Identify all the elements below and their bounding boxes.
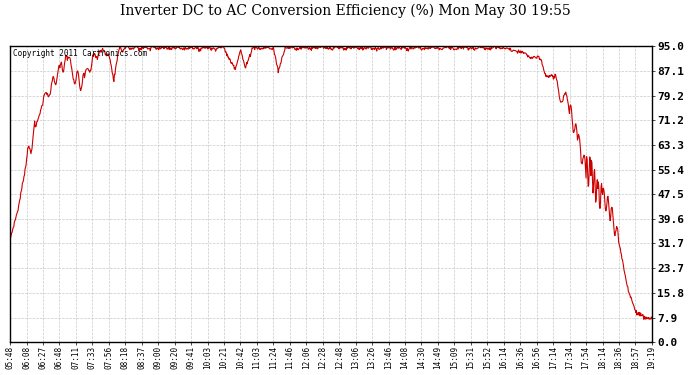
Text: Inverter DC to AC Conversion Efficiency (%) Mon May 30 19:55: Inverter DC to AC Conversion Efficiency …: [119, 4, 571, 18]
Text: Copyright 2011 Cartronics.com: Copyright 2011 Cartronics.com: [13, 50, 148, 58]
